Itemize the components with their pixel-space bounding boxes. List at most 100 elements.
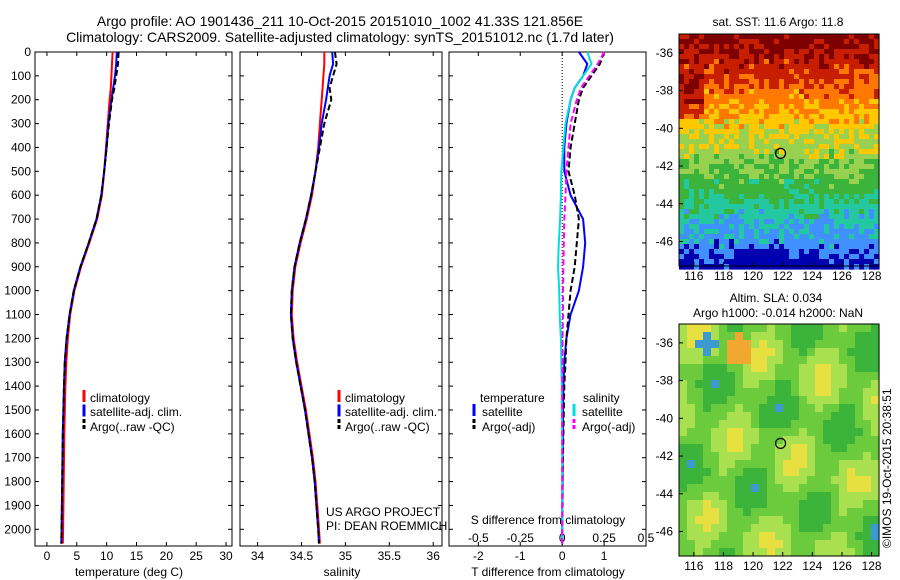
sst-heatmap-cell — [759, 204, 765, 210]
sst-heatmap-cell — [784, 214, 790, 220]
sst-heatmap-cell — [819, 189, 825, 195]
sst-heatmap-cell — [704, 199, 710, 205]
sst-heatmap-cell — [779, 49, 785, 55]
sst-heatmap-cell — [824, 149, 830, 155]
sst-heatmap-cell — [834, 129, 840, 135]
sst-heatmap-cell — [704, 114, 710, 120]
sst-heatmap-cell — [789, 89, 795, 95]
sla-title-line1: Altim. SLA: 0.034 — [730, 291, 823, 305]
temp-legend-satellite: satellite-adj. clim. — [90, 405, 182, 419]
sst-heatmap-cell — [799, 49, 805, 55]
sst-heatmap-cell — [734, 139, 740, 145]
sst-heatmap-cell — [704, 144, 710, 150]
sst-heatmap-cell — [699, 44, 705, 50]
sst-heatmap-cell — [754, 69, 760, 75]
sst-heatmap-cell — [834, 99, 840, 105]
sst-heatmap-cell — [769, 229, 775, 235]
sst-heatmap-cell — [724, 34, 730, 40]
sla-heatmap-cell — [863, 324, 872, 333]
sst-heatmap-cell — [694, 119, 700, 125]
sst-heatmap-cell — [759, 239, 765, 245]
sla-heatmap-cell — [871, 404, 880, 413]
sla-heatmap-cell — [775, 356, 784, 365]
sst-heatmap-cell — [849, 134, 855, 140]
sst-heatmap-cell — [709, 209, 715, 215]
sst-heatmap-cell — [864, 249, 870, 255]
sst-heatmap-cell — [854, 74, 860, 80]
sst-heatmap-cell — [834, 44, 840, 50]
sla-heatmap-cell — [767, 452, 776, 461]
sst-heatmap-cell — [744, 224, 750, 230]
temp-axes-frame — [34, 51, 233, 547]
sst-heatmap-cell — [869, 234, 875, 240]
depth-tick-label: 1800 — [4, 475, 31, 489]
sst-heatmap-cell — [734, 94, 740, 100]
sst-heatmap-cell — [774, 169, 780, 175]
sst-heatmap-cell — [794, 259, 800, 265]
sla-heatmap-cell — [839, 428, 848, 437]
sst-heatmap-cell — [749, 169, 755, 175]
sst-heatmap-cell — [824, 264, 830, 270]
sst-heatmap-cell — [854, 129, 860, 135]
sst-heatmap-cell — [689, 209, 695, 215]
sla-heatmap-cell — [783, 460, 792, 469]
sst-heatmap-cell — [814, 174, 820, 180]
sla-heatmap-cell — [735, 452, 744, 461]
sst-heatmap-cell — [809, 129, 815, 135]
sla-heatmap-cell — [831, 548, 840, 557]
sst-heatmap-cell — [824, 69, 830, 75]
sst-heatmap-cell — [769, 214, 775, 220]
sst-heatmap-cell — [739, 44, 745, 50]
sst-heatmap-cell — [699, 104, 705, 110]
sst-heatmap-cell — [799, 69, 805, 75]
sst-heatmap-cell — [804, 234, 810, 240]
sla-heatmap-cell — [871, 452, 880, 461]
sst-heatmap-cell — [794, 239, 800, 245]
sst-heatmap-cell — [734, 134, 740, 140]
sla-heatmap-cell — [855, 516, 864, 525]
sst-heatmap-cell — [689, 204, 695, 210]
sst-heatmap-cell — [724, 259, 730, 265]
sla-heatmap-cell — [751, 460, 760, 469]
sst-heatmap-cell — [814, 224, 820, 230]
sla-heatmap-cell — [703, 404, 712, 413]
sst-heatmap-cell — [839, 44, 845, 50]
sst-heatmap-cell — [874, 74, 880, 80]
sst-heatmap-cell — [874, 174, 880, 180]
sst-heatmap-cell — [784, 164, 790, 170]
sst-heatmap-cell — [754, 124, 760, 130]
sst-heatmap-cell — [734, 124, 740, 130]
sst-heatmap-cell — [814, 109, 820, 115]
sla-heatmap-cell — [759, 444, 768, 453]
sst-heatmap-cell — [789, 264, 795, 270]
sla-heatmap-cell — [711, 380, 720, 389]
sst-heatmap-cell — [744, 124, 750, 130]
salinity-xlabel: salinity — [324, 565, 361, 579]
sst-heatmap-cell — [734, 104, 740, 110]
sst-heatmap-cell — [699, 159, 705, 165]
sla-heatmap-cell — [727, 372, 736, 381]
sst-heatmap-cell — [754, 229, 760, 235]
sla-heatmap-cell — [855, 484, 864, 493]
sst-heatmap-cell — [719, 234, 725, 240]
sst-heatmap-cell — [699, 119, 705, 125]
sla-heatmap-cell — [703, 356, 712, 365]
sst-heatmap-cell — [689, 219, 695, 225]
sal-xtick-label: 34 — [251, 549, 265, 563]
sst-heatmap-cell — [714, 259, 720, 265]
sst-heatmap-cell — [724, 239, 730, 245]
sla-heatmap-cell — [799, 484, 808, 493]
sla-heatmap-cell — [759, 332, 768, 341]
sst-heatmap-cell — [814, 194, 820, 200]
sst-heatmap-cell — [804, 99, 810, 105]
sst-heatmap-cell — [784, 189, 790, 195]
sst-heatmap-cell — [714, 189, 720, 195]
sst-lon-label: 126 — [832, 269, 852, 283]
sla-heatmap-cell — [855, 492, 864, 501]
sla-heatmap-cell — [831, 444, 840, 453]
sst-heatmap-cell — [749, 74, 755, 80]
sst-heatmap-cell — [754, 234, 760, 240]
sst-heatmap-cell — [779, 169, 785, 175]
sst-heatmap-cell — [709, 89, 715, 95]
